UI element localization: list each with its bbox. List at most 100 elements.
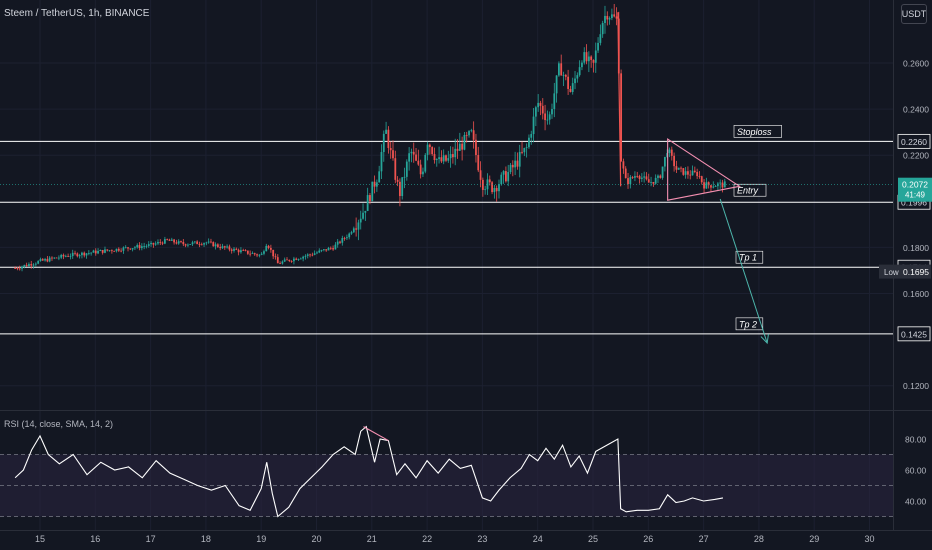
candle-body xyxy=(348,233,351,238)
candle-body xyxy=(355,228,358,230)
candle-body xyxy=(645,176,648,180)
candle-body xyxy=(687,171,689,175)
candle-body xyxy=(253,253,256,255)
candle-body xyxy=(698,176,701,177)
rsi-divergence-line[interactable] xyxy=(363,426,389,442)
low-label-value: 0.1695 xyxy=(903,267,929,277)
candle-body xyxy=(302,256,305,259)
candle-body xyxy=(166,239,169,240)
candle-body xyxy=(223,246,226,248)
candle-body xyxy=(55,257,58,259)
candle-body xyxy=(154,243,157,245)
candle-body xyxy=(719,182,722,184)
symbol-title[interactable]: Steem / TetherUS, 1h, BINANCE xyxy=(4,8,150,19)
candle-body xyxy=(440,157,443,162)
candle-body xyxy=(643,176,646,178)
triangle-pattern[interactable] xyxy=(667,138,741,201)
candle-body xyxy=(422,171,424,175)
price-axis[interactable]: 0.2600 0.2400 0.2200 0.1800 0.1600 0.1200 80.0… xyxy=(879,59,932,507)
candle-body xyxy=(329,247,332,249)
candle-body xyxy=(445,155,447,161)
candle-body xyxy=(76,253,79,257)
candle-body xyxy=(221,246,224,249)
candle-body xyxy=(249,253,252,255)
candle-body xyxy=(74,252,76,254)
time-tick-label: 26 xyxy=(643,534,653,544)
time-tick-label: 27 xyxy=(699,534,709,544)
candle-body xyxy=(571,83,574,92)
candle-body xyxy=(544,113,546,121)
candle-body xyxy=(682,168,685,175)
candle-body xyxy=(449,154,452,159)
candle-body xyxy=(101,250,104,253)
candle-body xyxy=(615,16,618,19)
candle-body xyxy=(177,241,180,244)
level-name-tp-1[interactable]: Tp 1 xyxy=(739,253,757,263)
projection-arrow[interactable] xyxy=(719,198,768,344)
candle-body xyxy=(502,171,505,175)
candle-body xyxy=(85,253,88,256)
candle-body xyxy=(325,249,328,251)
candle-body xyxy=(21,266,23,269)
candle-body xyxy=(657,175,659,178)
candle-body xyxy=(389,148,392,151)
candle-body xyxy=(170,239,173,241)
candle-body xyxy=(322,249,325,251)
candle-body xyxy=(140,246,143,249)
time-tick-label: 22 xyxy=(422,534,432,544)
rsi-tick-label: 80.00 xyxy=(905,435,927,445)
candle-body xyxy=(385,129,387,134)
candle-body xyxy=(631,177,634,178)
candle-body xyxy=(92,250,95,253)
candle-body xyxy=(207,241,210,243)
candle-body xyxy=(230,249,233,251)
candle-body xyxy=(505,171,507,182)
level-label-box[interactable] xyxy=(897,326,931,342)
candle-body xyxy=(481,179,484,190)
level-name-entry[interactable]: Entry xyxy=(737,186,759,196)
candle-body xyxy=(286,259,288,261)
candle-body xyxy=(498,184,500,192)
candle-body xyxy=(408,153,411,162)
candle-body xyxy=(530,134,533,138)
candle-body xyxy=(210,241,212,243)
candle-body xyxy=(106,249,109,251)
candle-body xyxy=(677,167,680,170)
candle-body xyxy=(145,245,148,247)
current-price-badge[interactable] xyxy=(898,177,932,202)
drawing-annotations[interactable] xyxy=(0,138,893,345)
level-name-box xyxy=(735,317,764,331)
candle-body xyxy=(90,252,93,254)
rsi-title[interactable]: RSI (14, close, SMA, 14, 2) xyxy=(4,419,114,429)
candle-body xyxy=(276,257,279,264)
level-name-stoploss[interactable]: Stoploss xyxy=(737,127,772,137)
low-label-text: Low xyxy=(884,268,899,277)
candle-body xyxy=(488,179,491,183)
candle-body xyxy=(521,151,523,153)
candle-body xyxy=(419,164,422,175)
candle-body xyxy=(336,241,339,245)
level-price-label: 0.2260 xyxy=(901,137,927,147)
candle-body xyxy=(78,255,81,257)
candle-body xyxy=(578,67,581,76)
currency-button[interactable]: USDT xyxy=(901,4,927,24)
candle-body xyxy=(675,166,678,170)
time-tick-label: 29 xyxy=(809,534,819,544)
candle-body xyxy=(44,259,46,261)
candle-body xyxy=(412,151,415,155)
candle-body xyxy=(191,242,194,245)
low-label-box[interactable] xyxy=(879,264,931,279)
time-axis[interactable]: 15 16 17 18 19 20 21 22 23 24 25 26 27 28 29 30 xyxy=(35,534,875,544)
candle-body xyxy=(401,177,404,197)
level-name-box xyxy=(733,125,782,138)
candle-body xyxy=(182,241,185,245)
candle-body xyxy=(659,175,662,178)
candle-body xyxy=(129,248,132,250)
candle-body xyxy=(366,195,369,211)
candle-body xyxy=(463,134,466,150)
candle-body xyxy=(433,154,436,161)
level-name-tp-2[interactable]: Tp 2 xyxy=(739,319,757,329)
level-label-box[interactable] xyxy=(897,133,931,149)
candle-body xyxy=(168,239,171,241)
